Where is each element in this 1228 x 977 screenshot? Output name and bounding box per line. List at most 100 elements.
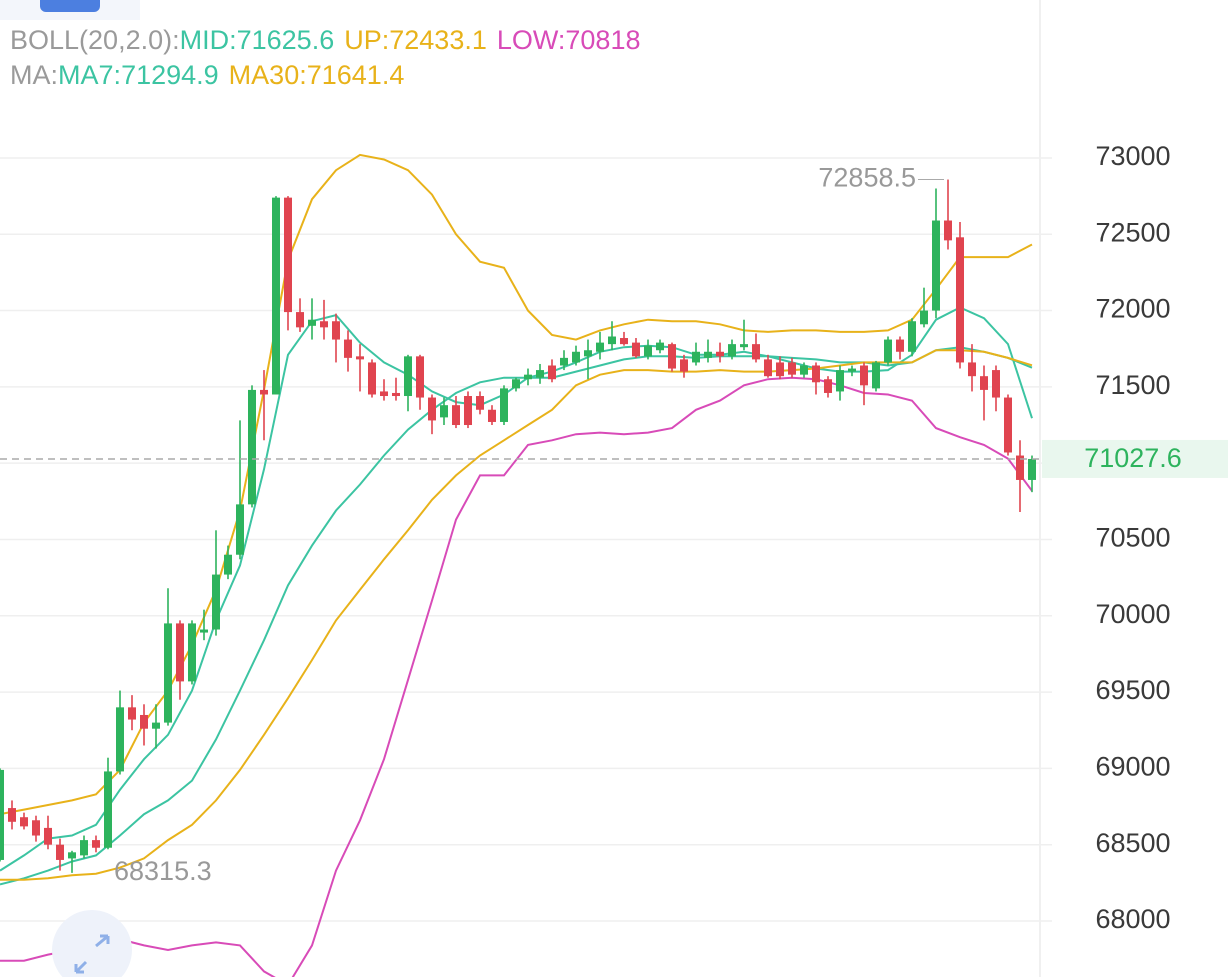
candle [20,812,28,830]
candle [404,354,412,412]
candle-body [884,339,892,363]
candle [320,299,328,340]
candle-body [932,220,940,311]
candle [428,394,436,435]
candle [656,339,664,354]
candle [620,331,628,346]
candle-body [404,356,412,397]
candle [692,342,700,366]
zoom-button[interactable] [52,910,132,977]
candle [284,196,292,331]
candle [236,420,244,560]
candle-body [368,362,376,395]
indicator-line [0,376,1033,977]
candle [248,385,256,508]
candle-body [332,321,340,340]
candle-body [752,344,760,360]
candle [476,391,484,415]
y-tick-label: 69000 [1095,752,1170,782]
candle-body [224,554,232,575]
candle-body [572,351,580,363]
candle [992,365,1000,412]
candle-body [632,342,640,357]
grid: 6800068500690006950070000705007100071500… [0,141,1171,934]
candle [80,835,88,859]
candle [560,350,568,371]
low-label: 68315.3 [114,856,212,886]
candle [800,362,808,378]
candle [884,336,892,366]
candle-body [236,504,244,555]
candle-body [740,344,748,348]
candle [152,704,160,749]
candle [788,357,796,378]
candle [584,339,592,380]
candle [164,588,172,726]
candle [740,319,748,351]
candle-body [500,388,508,422]
candle-body [608,336,616,345]
candle [368,359,376,398]
candle [680,354,688,378]
top-button[interactable] [40,0,100,12]
candle-body [440,405,448,418]
legend-value: 71625.6 [237,25,335,55]
candle-body [848,368,856,372]
legend-value: 71641.4 [307,60,405,90]
candle-body [836,370,844,392]
high-label: 72858.5 [818,163,916,193]
candle [8,800,16,830]
candle [92,835,100,853]
candle-body [488,409,496,422]
candle-body [212,574,220,630]
candle [380,379,388,401]
candle [836,365,844,401]
candle-body [872,362,880,389]
candle [344,330,352,372]
candle [548,359,556,383]
candle-body [596,342,604,352]
candle-body [392,392,400,397]
candle-body [800,365,808,375]
boll-label: BOLL(20,2.0): [10,25,180,55]
y-tick-label: 70500 [1095,523,1170,553]
candle-body [524,374,532,380]
legend-name: MID [180,25,230,55]
candle-body [536,370,544,378]
legend-separator: : [229,25,237,55]
y-tick-label: 68500 [1095,828,1170,858]
candle-body [80,840,88,856]
legend-separator: : [382,25,390,55]
candle [128,695,136,731]
candle-body [464,396,472,426]
candle-body [560,357,568,366]
candle-body [1004,397,1012,453]
zoom-circle[interactable] [52,910,132,977]
candle-body [620,338,628,345]
candle-body [860,365,868,386]
candle [56,838,64,871]
legend-separator: : [299,60,307,90]
candle [1016,440,1024,513]
candle-body [512,379,520,389]
candle [1004,394,1012,456]
candle-body [164,623,172,723]
y-tick-label: 72000 [1095,294,1170,324]
candle [776,356,784,380]
candle-body [0,769,4,860]
candle-body [272,197,280,395]
y-tick-label: 70000 [1095,599,1170,629]
candle [188,620,196,685]
candle [668,342,676,372]
candle [872,360,880,392]
candle-body [584,350,592,357]
candle-body [908,321,916,352]
candle-body [320,321,328,328]
candle [104,757,112,850]
candle-body [200,629,208,633]
candle [272,196,280,395]
candle [512,377,520,392]
candle-body [704,351,712,358]
y-tick-label: 72500 [1095,217,1170,247]
